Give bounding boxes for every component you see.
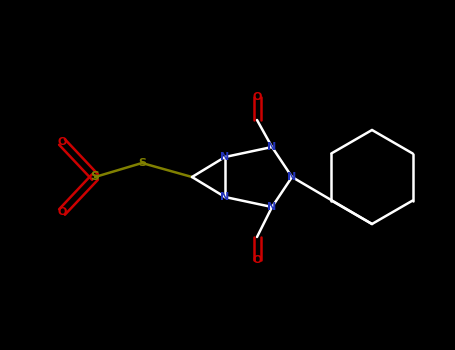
Text: N: N <box>220 152 230 162</box>
Text: N: N <box>268 202 277 212</box>
Text: O: O <box>253 92 262 102</box>
Text: O: O <box>253 255 262 265</box>
Text: N: N <box>220 192 230 202</box>
Text: N: N <box>288 172 297 182</box>
Text: S: S <box>138 158 146 168</box>
Text: O: O <box>57 207 67 217</box>
Text: O: O <box>57 137 67 147</box>
Text: S: S <box>91 170 100 183</box>
Text: N: N <box>268 142 277 152</box>
